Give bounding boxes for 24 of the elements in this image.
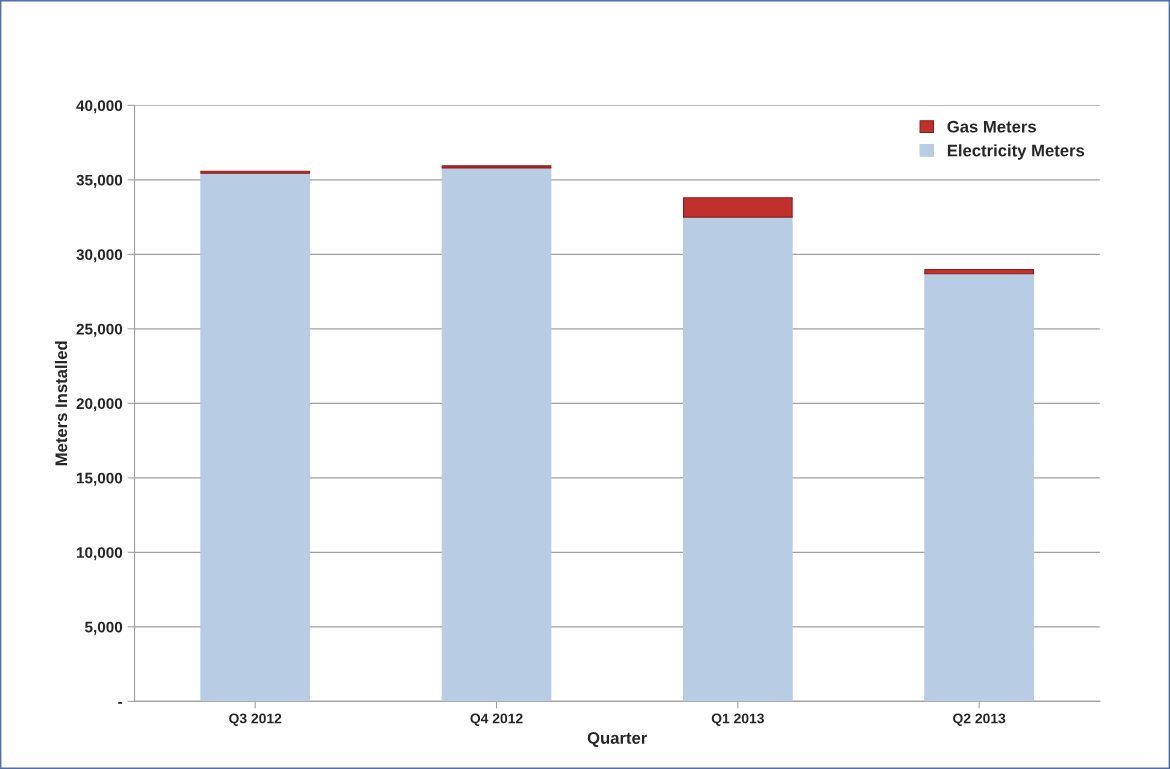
x-tick-label: Q3 2012 — [229, 713, 282, 726]
y-tick-label: 25,000 — [76, 323, 123, 337]
x-axis-title: Quarter — [587, 732, 648, 747]
y-tick-label: 30,000 — [76, 249, 123, 263]
legend-label: Electricity Meters — [947, 144, 1085, 160]
y-tick-label: 35,000 — [76, 174, 123, 188]
y-tick-label: 20,000 — [76, 398, 123, 412]
y-tick-label: 40,000 — [76, 100, 123, 114]
bar — [441, 167, 552, 702]
y-tick-label: 15,000 — [76, 472, 123, 486]
bar — [682, 197, 793, 218]
legend-label: Gas Meters — [947, 120, 1036, 133]
y-tick-label: 5,000 — [84, 621, 123, 635]
x-tick-label: Q1 2013 — [711, 713, 764, 726]
bar — [682, 216, 793, 702]
x-tick-label: Q4 2012 — [470, 713, 523, 726]
y-axis-title: Meters Installed — [54, 341, 68, 466]
y-tick-label: 10,000 — [76, 547, 123, 561]
bar — [441, 165, 552, 169]
bar — [924, 268, 1034, 275]
bar — [924, 273, 1034, 702]
bar — [200, 172, 311, 702]
y-tick-label: - — [118, 701, 123, 704]
x-tick-label: Q2 2013 — [953, 713, 1006, 726]
